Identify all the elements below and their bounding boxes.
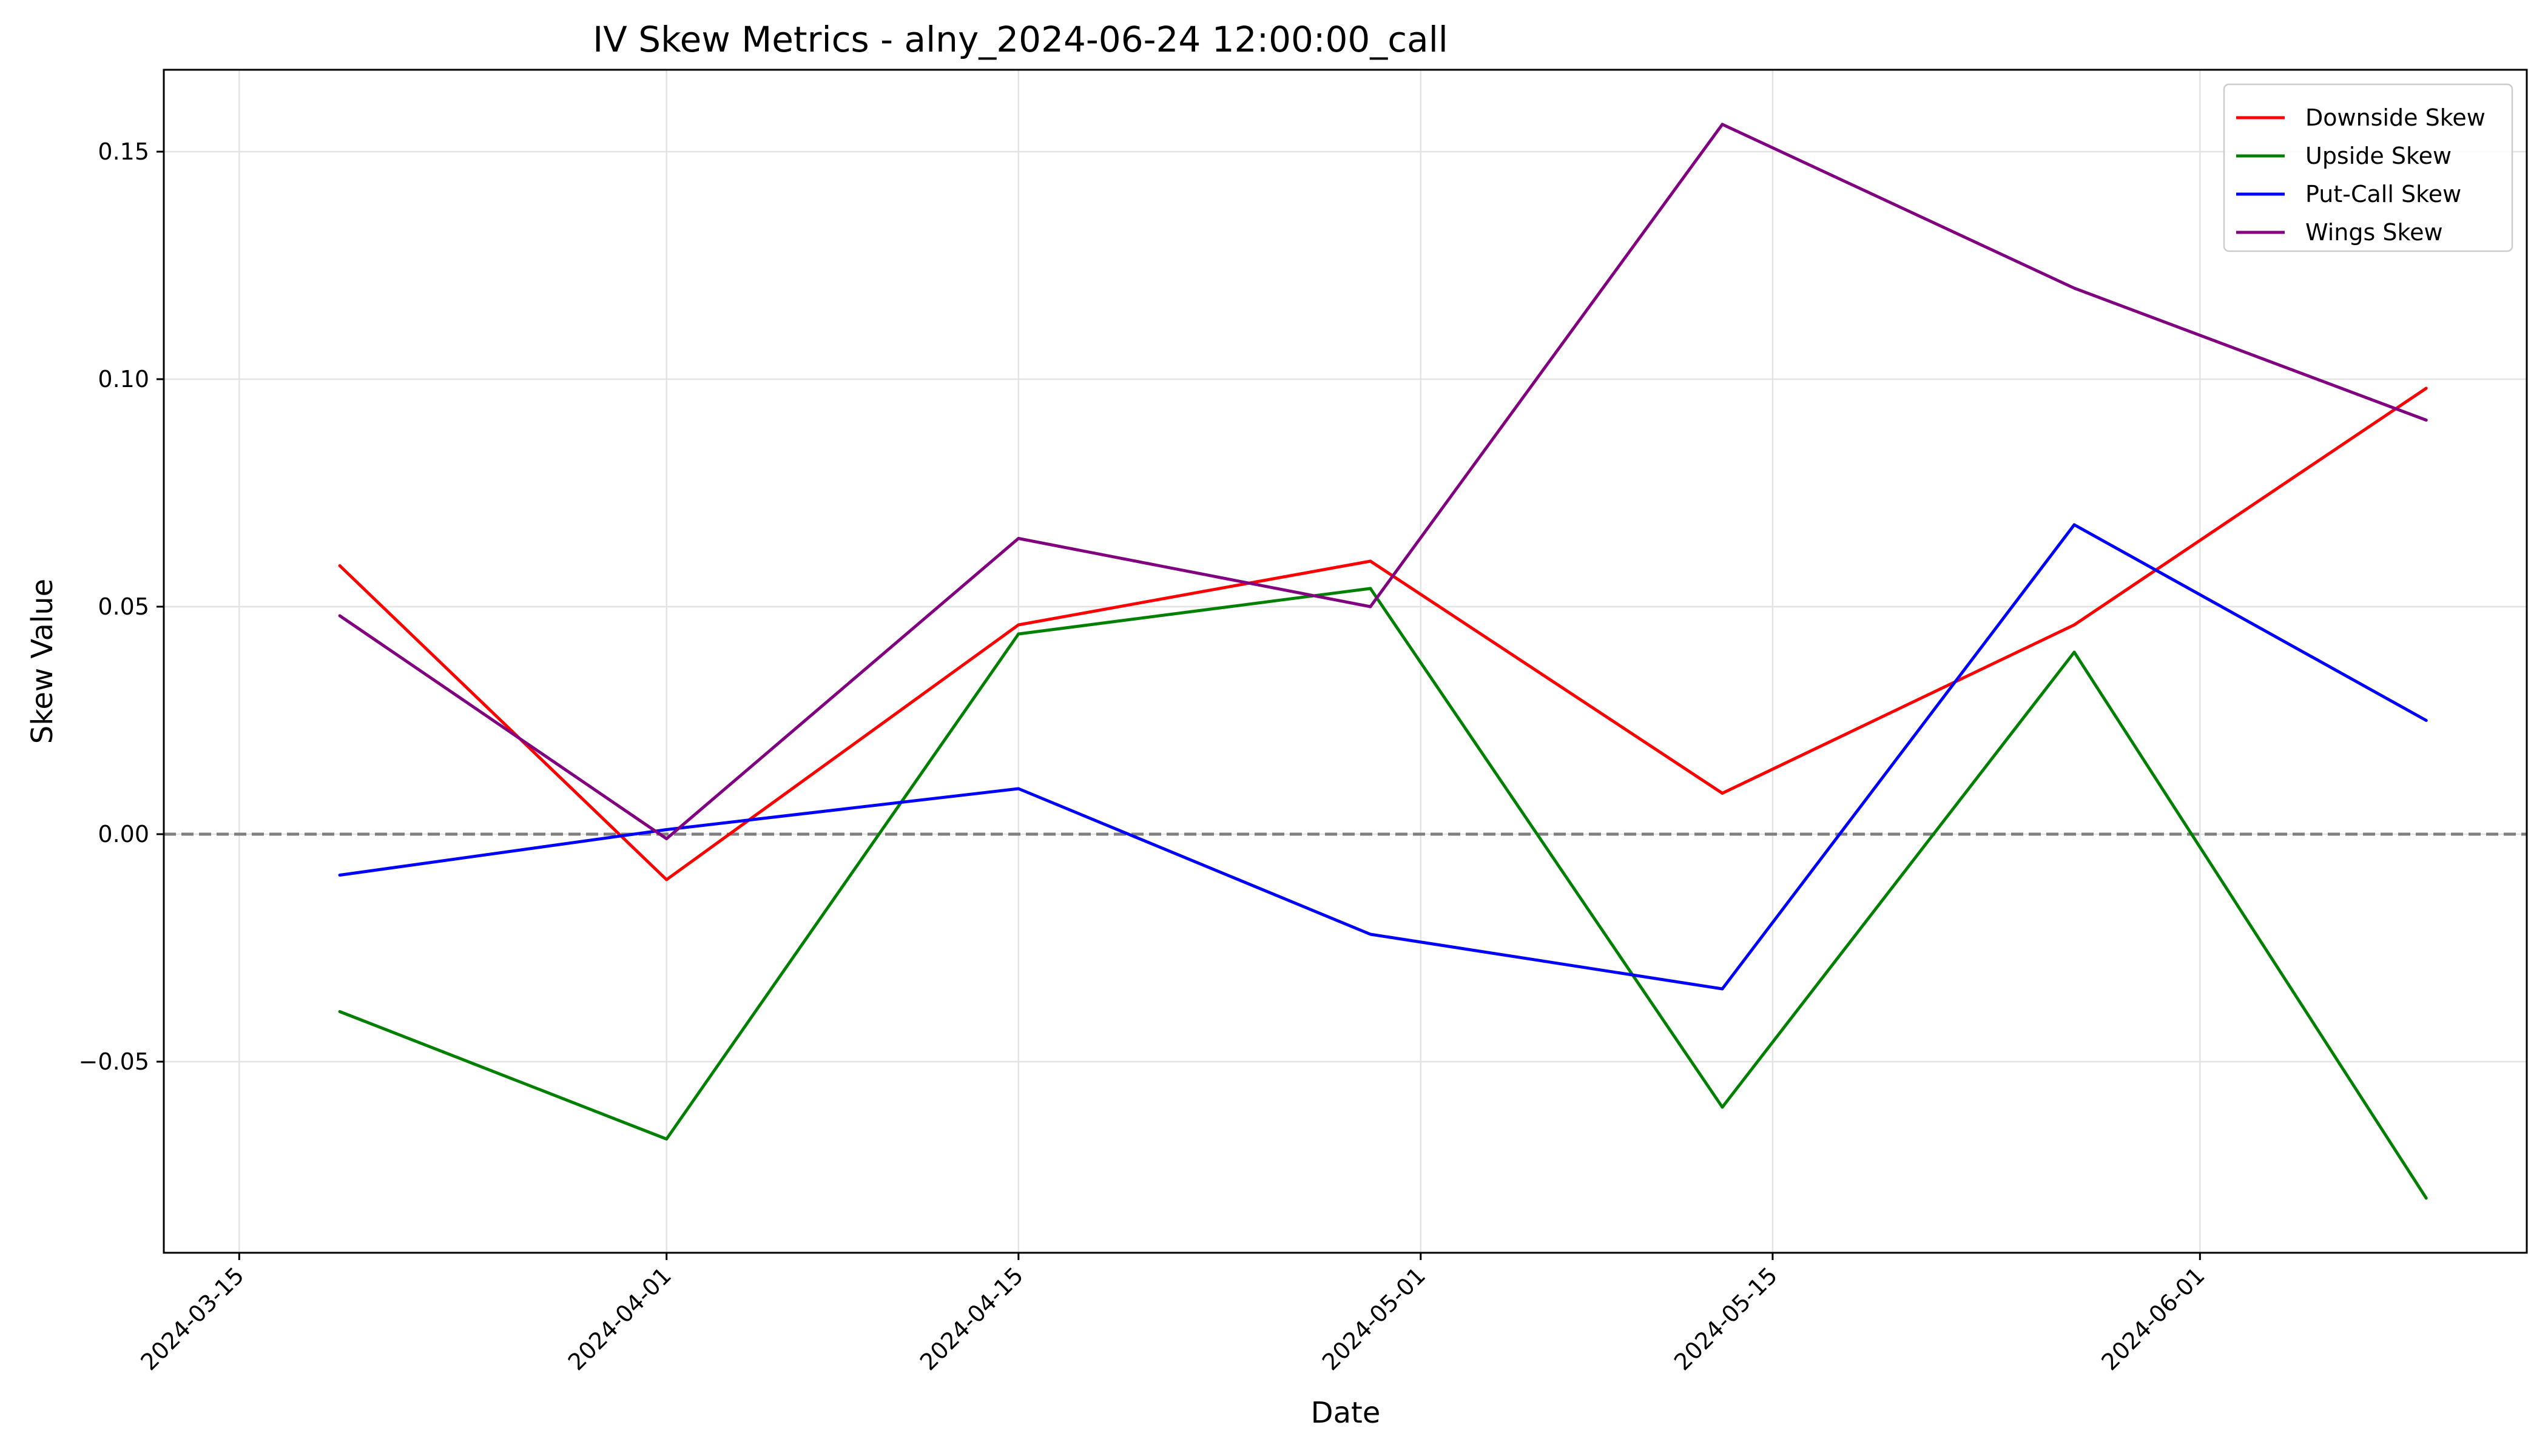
data-point-put-call-skew	[338, 874, 342, 877]
data-point-put-call-skew	[1369, 932, 1372, 936]
plot-frame	[163, 69, 2528, 1254]
data-point-downside-skew	[1369, 559, 1372, 563]
series-put-call-skew	[338, 523, 2428, 991]
data-point-put-call-skew	[1721, 987, 1724, 991]
data-point-wings-skew	[1369, 605, 1372, 608]
data-point-upside-skew	[1369, 587, 1372, 590]
data-point-upside-skew	[338, 1010, 342, 1013]
legend-label-upside-skew: Upside Skew	[2305, 143, 2452, 169]
x-axis-title: Date	[1311, 1396, 1381, 1430]
data-point-wings-skew	[665, 837, 669, 840]
data-point-put-call-skew	[2072, 523, 2076, 527]
legend-label-downside-skew: Downside Skew	[2305, 104, 2486, 131]
y-axis-title: Skew Value	[25, 579, 59, 744]
legend-label-put-call-skew: Put-Call Skew	[2305, 181, 2461, 207]
data-point-put-call-skew	[665, 828, 669, 831]
data-point-upside-skew	[2424, 1196, 2428, 1200]
data-point-wings-skew	[338, 614, 342, 618]
data-point-downside-skew	[1017, 623, 1020, 627]
y-tick-label: 0.00	[98, 821, 149, 848]
series-wings-skew	[338, 123, 2428, 840]
data-point-upside-skew	[1017, 632, 1020, 636]
series-downside-skew	[338, 386, 2428, 881]
data-point-wings-skew	[1721, 123, 1724, 126]
data-point-downside-skew	[665, 878, 669, 881]
y-tick-label: 0.10	[98, 366, 149, 393]
y-tick-label: −0.05	[79, 1048, 149, 1075]
data-point-put-call-skew	[1017, 787, 1020, 790]
data-point-downside-skew	[2072, 623, 2076, 627]
data-point-wings-skew	[1017, 537, 1020, 540]
y-tick-label: 0.05	[98, 593, 149, 620]
series-lines	[338, 123, 2428, 1200]
legend-box	[2223, 83, 2513, 252]
chart-title: IV Skew Metrics - alny_2024-06-24 12:00:…	[593, 19, 1448, 60]
series-upside-skew	[338, 587, 2428, 1200]
data-point-wings-skew	[2424, 419, 2428, 422]
data-point-put-call-skew	[2424, 719, 2428, 722]
data-point-downside-skew	[338, 564, 342, 567]
data-point-downside-skew	[1721, 792, 1724, 795]
legend-label-wings-skew: Wings Skew	[2305, 219, 2443, 246]
data-point-upside-skew	[665, 1138, 669, 1141]
data-point-downside-skew	[2424, 386, 2428, 390]
y-tick-label: 0.15	[98, 138, 149, 165]
data-point-wings-skew	[2072, 286, 2076, 290]
y-axis: −0.05 0.00 0.05 0.10 0.15	[79, 138, 164, 1075]
legend: Downside Skew Upside Skew Put-Call Skew Win…	[2223, 83, 2513, 252]
data-point-upside-skew	[2072, 650, 2076, 654]
data-point-upside-skew	[1721, 1105, 1724, 1109]
